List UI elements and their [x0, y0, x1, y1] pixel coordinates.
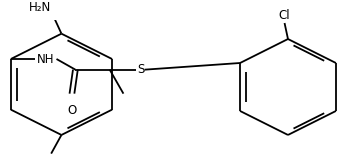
Text: H₂N: H₂N [29, 1, 51, 14]
Text: S: S [137, 63, 144, 76]
Text: O: O [67, 104, 76, 117]
Text: NH: NH [37, 53, 54, 66]
Text: Cl: Cl [279, 9, 290, 22]
